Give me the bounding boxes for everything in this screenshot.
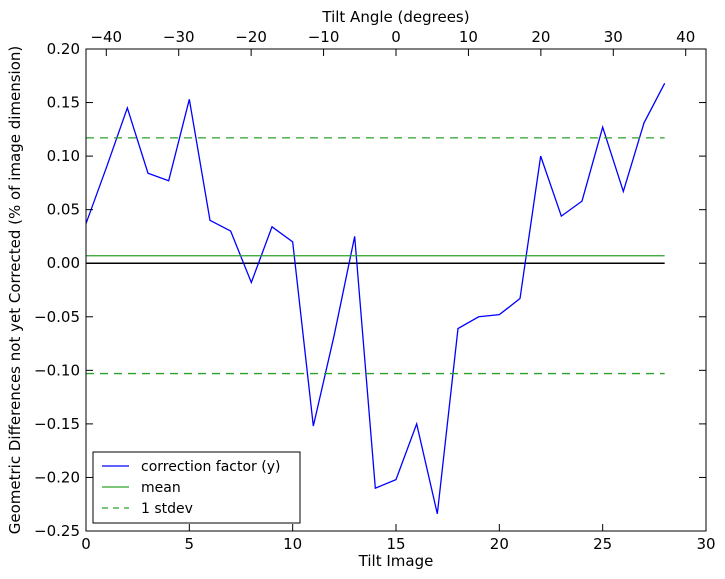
legend: correction factor (y) mean 1 stdev <box>92 451 301 524</box>
top-tick-label: −30 <box>163 28 195 46</box>
legend-entry-label: 1 stdev <box>141 501 193 517</box>
legend-entry-label: correction factor (y) <box>141 459 280 475</box>
y-tick-label: 0.10 <box>47 147 80 165</box>
top-tick-label: 20 <box>531 28 550 46</box>
x-axis-label: Tilt Image <box>358 552 434 570</box>
top-tick-label: −20 <box>235 28 267 46</box>
y-tick-label: −0.25 <box>34 522 80 540</box>
top-axis-label: Tilt Angle (degrees) <box>321 8 469 26</box>
y-tick-label: 0.05 <box>47 201 80 219</box>
top-tick-label: 0 <box>391 28 401 46</box>
x-tick-label: 30 <box>696 535 715 553</box>
top-tick-label: −10 <box>308 28 340 46</box>
x-tick-label: 0 <box>81 535 91 553</box>
y-tick-label: 0.15 <box>47 94 80 112</box>
plot-axes-layer: 0 5 10 15 20 25 30 −40 −30 −20 −10 0 10 20 30 40 −0.25 −0… <box>6 8 716 570</box>
top-tick-label: 10 <box>459 28 478 46</box>
top-tick-label: −40 <box>90 28 122 46</box>
x-tick-label: 10 <box>283 535 302 553</box>
y-tick-label: −0.05 <box>34 308 80 326</box>
y-tick-label: −0.10 <box>34 361 80 379</box>
y-tick-label: 0.20 <box>47 40 80 58</box>
y-tick-label: −0.15 <box>34 415 80 433</box>
x-tick-label: 20 <box>490 535 509 553</box>
x-tick-label: 5 <box>185 535 195 553</box>
y-tick-label: 0.00 <box>47 254 80 272</box>
y-axis-label: Geometric Differences not yet Corrected … <box>6 46 24 535</box>
y-tick-label: −0.20 <box>34 468 80 486</box>
x-tick-label: 15 <box>386 535 405 553</box>
legend-entry-label: mean <box>141 480 181 496</box>
top-tick-label: 40 <box>676 28 695 46</box>
series-correction-factor-y-line <box>86 82 666 515</box>
plot-data-layer <box>86 82 666 515</box>
x-tick-label: 25 <box>593 535 612 553</box>
top-tick-label: 30 <box>604 28 623 46</box>
